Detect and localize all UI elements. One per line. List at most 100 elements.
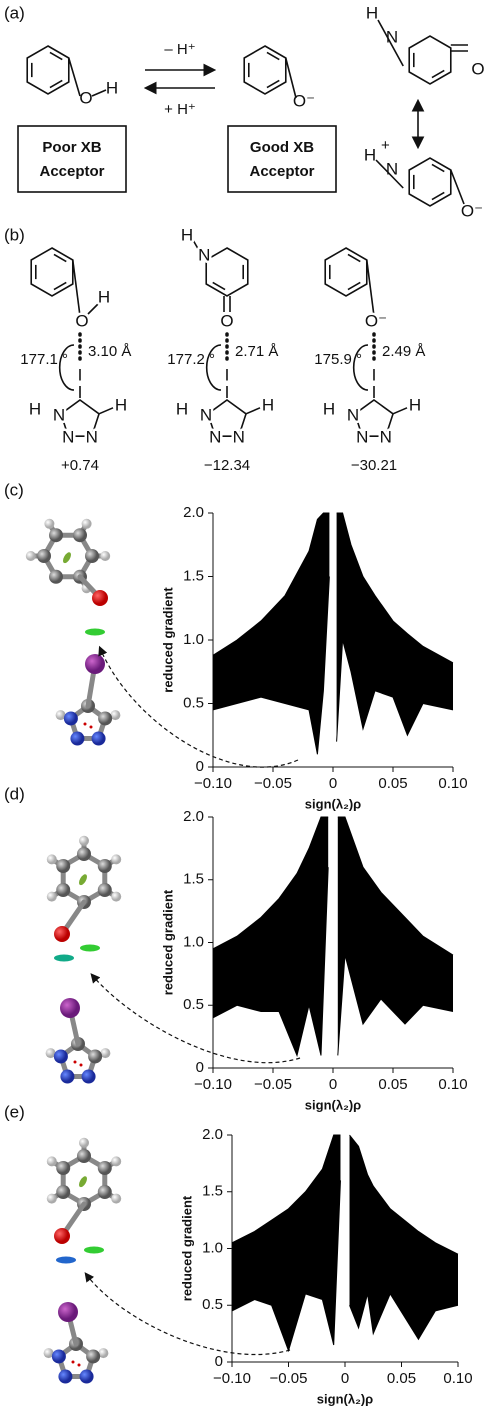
atom-ball bbox=[49, 570, 63, 584]
distance-label: 3.10 Å bbox=[88, 343, 131, 360]
atom-ball bbox=[88, 1049, 102, 1063]
atom-ball bbox=[60, 998, 80, 1018]
atom-label: H bbox=[29, 399, 41, 418]
y-tick-label: 1.5 bbox=[202, 1183, 223, 1200]
bond bbox=[393, 408, 407, 414]
atom-ball bbox=[54, 1228, 70, 1244]
atom-ball bbox=[54, 1049, 68, 1063]
ring bbox=[206, 248, 248, 296]
ring bbox=[325, 248, 367, 296]
x-tick-label: 0.10 bbox=[438, 775, 467, 792]
atom-ball bbox=[98, 883, 112, 897]
nci-disk bbox=[77, 873, 88, 886]
x-tick-label: 0 bbox=[329, 775, 337, 792]
atom-label: H bbox=[323, 399, 335, 418]
panel-label: (a) bbox=[4, 3, 25, 22]
atom-label: N bbox=[198, 245, 210, 264]
panel-label: (d) bbox=[4, 784, 25, 803]
label-box bbox=[228, 126, 336, 192]
box-text: Acceptor bbox=[39, 163, 104, 180]
bond bbox=[286, 58, 296, 98]
atom-ball bbox=[79, 1138, 89, 1148]
atom-ball bbox=[52, 1349, 66, 1363]
y-tick-label: 0.5 bbox=[183, 996, 204, 1013]
atom-ball bbox=[111, 1194, 121, 1204]
atom-ball bbox=[56, 1161, 70, 1175]
x-axis-title: sign(λ₂)ρ bbox=[317, 1391, 373, 1406]
box-text: Poor XB bbox=[42, 139, 101, 156]
atom-ball bbox=[85, 654, 105, 674]
x-tick-label: 0.05 bbox=[378, 775, 407, 792]
atom-label: H bbox=[181, 225, 193, 244]
panel-label: (c) bbox=[4, 480, 24, 499]
panel-label: (b) bbox=[4, 225, 25, 244]
density-cloud bbox=[213, 513, 329, 754]
nci-disk bbox=[61, 551, 72, 564]
atom-ball bbox=[98, 1161, 112, 1175]
atom-ball bbox=[82, 519, 92, 529]
atom-ball bbox=[58, 1302, 78, 1322]
distance-label: 2.49 Å bbox=[382, 343, 425, 360]
x-tick-label: −0.05 bbox=[254, 1076, 292, 1093]
atom-ball bbox=[47, 892, 57, 902]
x-tick-label: −0.05 bbox=[270, 1370, 308, 1387]
nci-dot bbox=[74, 1061, 77, 1064]
bond bbox=[451, 170, 464, 204]
nci-disk bbox=[80, 945, 100, 952]
atom-ball bbox=[47, 1194, 57, 1204]
density-cloud bbox=[350, 1135, 458, 1339]
panel-label: (e) bbox=[4, 1102, 25, 1121]
atom-label: H bbox=[262, 395, 274, 414]
energy-label: −30.21 bbox=[351, 457, 397, 474]
ring bbox=[31, 248, 73, 296]
atom-ball bbox=[92, 590, 108, 606]
atom-label: H bbox=[366, 3, 378, 22]
atom-ball bbox=[98, 711, 112, 725]
box-text: Acceptor bbox=[249, 163, 314, 180]
atom-label: H bbox=[115, 395, 127, 414]
atom-label: O⁻ bbox=[365, 311, 387, 330]
atom-ball bbox=[47, 1156, 57, 1166]
y-tick-label: 1.0 bbox=[183, 631, 204, 648]
atom-ball bbox=[58, 1370, 72, 1384]
atom-ball bbox=[98, 1185, 112, 1199]
box-text: Good XB bbox=[250, 139, 314, 156]
atom-ball bbox=[54, 926, 70, 942]
atom-ball bbox=[98, 859, 112, 873]
atom-label: O⁻ bbox=[293, 91, 315, 110]
atom-label: N bbox=[209, 428, 221, 447]
y-axis-title: reduced gradient bbox=[160, 587, 175, 693]
distance-label: 2.71 Å bbox=[235, 343, 278, 360]
atom-ball bbox=[44, 519, 54, 529]
atom-ball bbox=[86, 1349, 100, 1363]
atom-ball bbox=[111, 854, 121, 864]
y-axis-title: reduced gradient bbox=[160, 889, 175, 995]
nci-disk bbox=[54, 955, 74, 962]
atom-label: O bbox=[79, 88, 92, 107]
atom-label: I bbox=[225, 365, 230, 384]
angle-label: 175.9 ° bbox=[314, 351, 362, 368]
atom-label: O bbox=[75, 311, 88, 330]
atom-label: O bbox=[471, 59, 484, 78]
atom-label: I bbox=[78, 365, 83, 384]
bond bbox=[69, 58, 80, 96]
atom-ball bbox=[70, 732, 84, 746]
y-tick-label: 0 bbox=[196, 758, 204, 775]
atom-ball bbox=[56, 883, 70, 897]
figure: (a) O H – H⁺ + H⁺ O⁻ Poor XB Acceptor Go… bbox=[0, 0, 489, 1406]
atom-label: H bbox=[364, 145, 376, 164]
atom-ball bbox=[37, 549, 51, 563]
energy-label: −12.34 bbox=[204, 457, 250, 474]
y-tick-label: 1.0 bbox=[183, 933, 204, 950]
y-axis-title: reduced gradient bbox=[179, 1195, 194, 1301]
x-tick-label: −0.10 bbox=[194, 775, 232, 792]
atom-ball bbox=[77, 1149, 91, 1163]
nci-dot bbox=[80, 1064, 83, 1067]
nci-disk bbox=[56, 1257, 76, 1264]
atom-ball bbox=[56, 859, 70, 873]
atom-ball bbox=[47, 854, 57, 864]
atom-ball bbox=[92, 732, 106, 746]
density-cloud bbox=[232, 1135, 340, 1351]
y-tick-label: 2.0 bbox=[202, 1126, 223, 1143]
y-tick-label: 1.5 bbox=[183, 567, 204, 584]
